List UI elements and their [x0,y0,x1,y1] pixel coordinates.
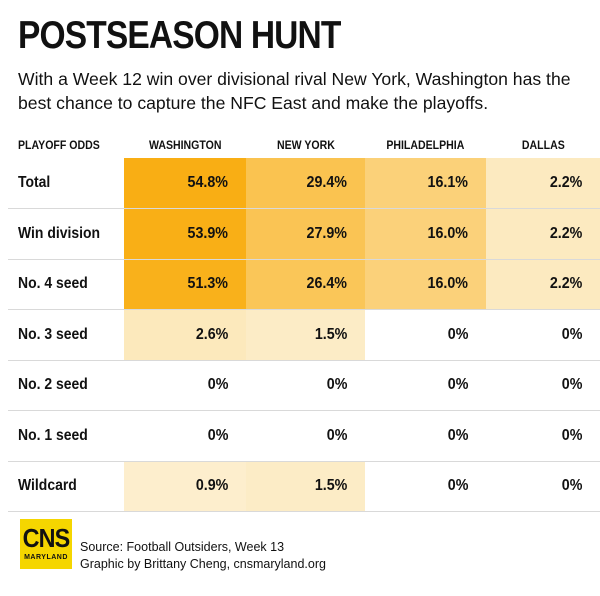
value-cell: 0% [124,360,246,411]
table-row: No. 4 seed 51.3% 26.4% 16.0% 2.2% [8,259,600,310]
value-cell: 0% [486,410,600,462]
header-row: PLAYOFF ODDS WASHINGTON NEW YORK PHILADE… [8,132,600,158]
value-cell: 0% [365,309,486,361]
chart-title: POSTSEASON HUNT [18,14,341,57]
table-body: Total 54.8% 29.4% 16.1% 2.2% Win division 53.9… [8,158,600,512]
table-row: Wildcard 0.9% 1.5% 0% 0% [8,461,600,512]
value-cell: 0% [365,410,486,462]
value-cell: 51.3% [124,259,246,310]
header-team: DALLAS [521,138,565,152]
row-label: Win division [8,208,124,260]
value-cell: 0% [124,410,246,462]
value-cell: 16.1% [365,158,486,209]
byline: Graphic by Brittany Cheng, cnsmaryland.o… [80,557,326,571]
value-cell: 1.5% [246,309,365,361]
value-cell: 2.6% [124,309,246,361]
value-cell: 26.4% [246,259,365,310]
header-team: WASHINGTON [148,138,222,152]
value-cell: 53.9% [124,208,246,260]
value-cell: 0% [486,461,600,512]
value-cell: 1.5% [246,461,365,512]
row-label: No. 3 seed [8,309,124,361]
value-cell: 0% [486,360,600,411]
value-cell: 29.4% [246,158,365,209]
table-row: No. 3 seed 2.6% 1.5% 0% 0% [8,309,600,361]
value-cell: 0% [365,461,486,512]
row-label: No. 2 seed [8,360,124,411]
row-label: Wildcard [8,461,124,512]
value-cell: 0% [246,360,365,411]
value-cell: 2.2% [486,208,600,260]
value-cell: 0.9% [124,461,246,512]
source-note: Source: Football Outsiders, Week 13 [80,540,285,554]
value-cell: 16.0% [365,208,486,260]
value-cell: 0% [246,410,365,462]
cns-maryland-logo: CNS MARYLAND [20,519,72,569]
header-team: PHILADELPHIA [386,138,465,152]
value-cell: 2.2% [486,259,600,310]
header-playoff-odds: PLAYOFF ODDS [18,138,100,152]
table-row: Win division 53.9% 27.9% 16.0% 2.2% [8,208,600,260]
value-cell: 2.2% [486,158,600,209]
header-team: NEW YORK [276,138,335,152]
table-row: No. 1 seed 0% 0% 0% 0% [8,410,600,462]
chart-subtitle: With a Week 12 win over divisional rival… [18,69,571,113]
value-cell: 54.8% [124,158,246,209]
table-row: No. 2 seed 0% 0% 0% 0% [8,360,600,411]
value-cell: 16.0% [365,259,486,310]
table-row: Total 54.8% 29.4% 16.1% 2.2% [8,158,600,209]
value-cell: 27.9% [246,208,365,260]
row-label: Total [8,158,124,209]
value-cell: 0% [486,309,600,361]
playoff-odds-table: PLAYOFF ODDS WASHINGTON NEW YORK PHILADE… [8,132,600,512]
row-label: No. 1 seed [8,410,124,462]
row-label: No. 4 seed [8,259,124,310]
credits: Source: Football Outsiders, Week 13 Grap… [80,539,326,573]
value-cell: 0% [365,360,486,411]
